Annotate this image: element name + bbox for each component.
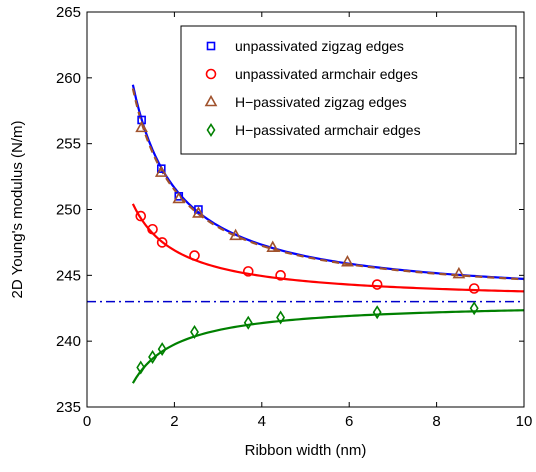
data-point <box>276 310 286 325</box>
x-tick-label: 8 <box>432 413 440 430</box>
x-tick-label: 2 <box>170 413 178 430</box>
y-tick-label: 235 <box>56 399 81 416</box>
y-tick-label: 265 <box>56 4 81 21</box>
data-point <box>242 266 254 277</box>
data-point <box>266 240 280 252</box>
legend-marker <box>206 123 216 137</box>
data-point <box>190 324 199 339</box>
legend-entry: H−passivated zigzag edges <box>235 94 407 110</box>
data-point <box>135 120 148 133</box>
data-point <box>136 360 146 375</box>
legend-entry: unpassivated armchair edges <box>235 66 418 82</box>
x-tick-label: 0 <box>83 413 91 430</box>
data-point <box>154 165 168 177</box>
y-tick-label: 245 <box>56 267 81 284</box>
data-point <box>341 255 354 267</box>
data-point <box>192 206 205 218</box>
legend-entry: unpassivated zigzag edges <box>235 38 404 54</box>
legend: unpassivated zigzag edges unpassivated ar… <box>180 25 517 155</box>
fit-curve <box>131 203 525 293</box>
y-axis-label: 2D Young's modulus (N/m) <box>9 121 26 299</box>
fit-curve <box>131 84 525 280</box>
data-point <box>468 283 480 294</box>
data-point <box>147 223 158 235</box>
y-tick-label: 260 <box>56 70 81 87</box>
data-point <box>148 349 157 364</box>
legend-marker <box>205 68 217 80</box>
y-tick-label: 250 <box>56 202 81 219</box>
legend-entry: H−passivated armchair edges <box>235 122 421 138</box>
data-point <box>157 342 167 357</box>
data-point <box>189 250 200 261</box>
data-point <box>275 270 286 281</box>
legend-marker <box>204 94 218 107</box>
plot-area <box>87 84 525 384</box>
legend-box <box>180 25 517 155</box>
y-tick-label: 255 <box>56 136 81 153</box>
x-tick-label: 6 <box>345 413 353 430</box>
x-tick-label: 10 <box>516 413 533 430</box>
data-point <box>229 228 242 241</box>
data-point <box>452 266 466 279</box>
data-point <box>372 305 382 320</box>
data-point <box>243 315 253 330</box>
data-point <box>156 237 168 248</box>
data-point <box>135 210 147 222</box>
fit-curve <box>131 309 525 384</box>
data-point <box>156 164 166 173</box>
data-point <box>469 301 479 316</box>
x-axis-label: Ribbon width (nm) <box>245 442 367 459</box>
legend-marker <box>206 41 216 51</box>
axis-ticks: 0 2 4 6 8 10 235 240 245 250 255 260 265 <box>56 4 532 430</box>
data-point <box>371 279 383 290</box>
data-point <box>172 191 186 204</box>
y-tick-label: 240 <box>56 333 81 350</box>
x-tick-label: 4 <box>258 413 266 430</box>
data-point <box>194 205 203 214</box>
